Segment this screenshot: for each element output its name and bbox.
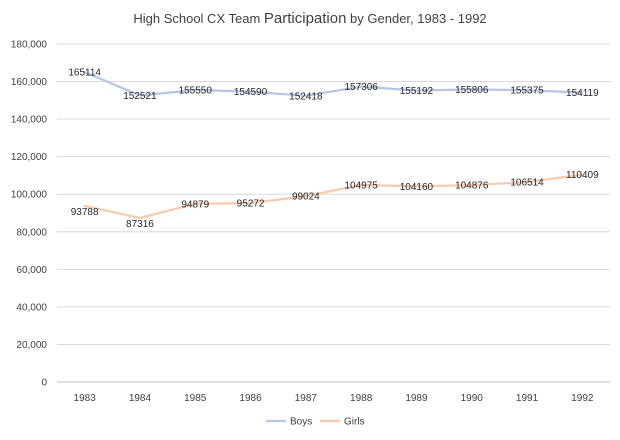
x-tick-label: 1986 bbox=[239, 393, 262, 404]
data-label-boys: 155550 bbox=[179, 85, 213, 96]
x-tick-label: 1990 bbox=[461, 393, 484, 404]
y-tick-label: 60,000 bbox=[16, 265, 47, 276]
data-label-girls: 93788 bbox=[71, 207, 99, 218]
series-line-boys bbox=[83, 70, 584, 97]
chart-title-part2: Participation bbox=[263, 10, 347, 27]
data-label-boys: 154119 bbox=[566, 88, 599, 99]
y-tick-label: 100,000 bbox=[11, 190, 48, 201]
y-tick-label: 80,000 bbox=[16, 227, 47, 238]
series-line-girls bbox=[83, 173, 584, 220]
data-label-girls: 94879 bbox=[181, 199, 209, 210]
data-label-boys: 157306 bbox=[344, 82, 378, 93]
y-tick-label: 120,000 bbox=[11, 152, 48, 163]
x-tick-label: 1987 bbox=[295, 393, 318, 404]
data-label-girls: 87316 bbox=[126, 219, 154, 230]
data-label-boys: 152418 bbox=[289, 91, 323, 102]
y-tick-label: 160,000 bbox=[11, 77, 48, 88]
data-label-boys: 152521 bbox=[123, 91, 157, 102]
x-tick-label: 1992 bbox=[571, 393, 594, 404]
data-label-girls: 104876 bbox=[455, 181, 489, 192]
data-label-boys: 165114 bbox=[68, 67, 101, 78]
data-label-boys: 155806 bbox=[455, 85, 489, 96]
y-tick-label: 40,000 bbox=[16, 302, 47, 313]
x-tick-label: 1985 bbox=[184, 393, 207, 404]
x-tick-label: 1991 bbox=[516, 393, 539, 404]
legend-label-girls: Girls bbox=[344, 417, 365, 428]
x-tick-label: 1983 bbox=[74, 393, 97, 404]
data-label-girls: 99024 bbox=[292, 192, 320, 203]
x-tick-label: 1988 bbox=[350, 393, 373, 404]
x-tick-label: 1984 bbox=[129, 393, 152, 404]
y-tick-label: 0 bbox=[41, 378, 47, 389]
data-label-boys: 155375 bbox=[510, 86, 544, 97]
data-label-girls: 104160 bbox=[400, 182, 434, 193]
data-label-boys: 154590 bbox=[234, 87, 268, 98]
data-label-girls: 110409 bbox=[566, 170, 599, 181]
y-tick-label: 140,000 bbox=[11, 115, 48, 126]
chart-title-part3: by Gender, 1983 - 1992 bbox=[346, 11, 487, 26]
x-tick-label: 1989 bbox=[405, 393, 428, 404]
legend-label-boys: Boys bbox=[290, 417, 312, 428]
data-label-girls: 95272 bbox=[237, 199, 265, 210]
y-tick-label: 180,000 bbox=[11, 40, 48, 51]
chart-title-part1: High School CX Team bbox=[133, 11, 264, 26]
data-label-girls: 106514 bbox=[510, 177, 544, 188]
data-label-girls: 104975 bbox=[344, 180, 378, 191]
data-label-boys: 155192 bbox=[400, 86, 434, 97]
y-tick-label: 20,000 bbox=[16, 340, 47, 351]
chart-title: High School CX Team Participation by Gen… bbox=[0, 10, 620, 27]
